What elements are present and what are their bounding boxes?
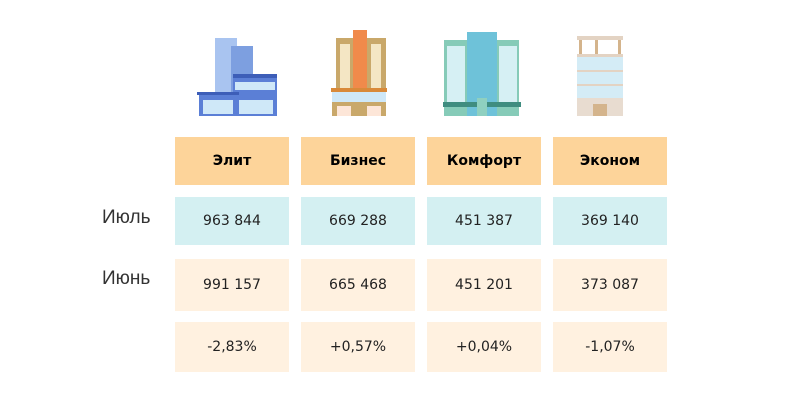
june-elite-cell: 991 157 (175, 259, 289, 311)
change-business-cell: +0,57% (301, 322, 415, 372)
change-elite-cell: -2,83% (175, 322, 289, 372)
header-elite: Элит (175, 137, 289, 185)
header-business: Бизнес (301, 137, 415, 185)
row-label-july: Июль (102, 207, 151, 228)
change-economy-cell: -1,07% (553, 322, 667, 372)
header-comfort: Комфорт (427, 137, 541, 185)
june-comfort-cell: 451 201 (427, 259, 541, 311)
june-economy-cell: 373 087 (553, 259, 667, 311)
row-label-june: Июнь (102, 268, 151, 289)
june-business-cell: 665 468 (301, 259, 415, 311)
july-elite-cell: 963 844 (175, 197, 289, 245)
building-comfort-icon (443, 32, 521, 116)
july-business-cell: 669 288 (301, 197, 415, 245)
change-comfort-cell: +0,04% (427, 322, 541, 372)
building-business-icon (331, 30, 387, 116)
building-economy-icon (577, 36, 623, 116)
july-comfort-cell: 451 387 (427, 197, 541, 245)
header-economy: Эконом (553, 137, 667, 185)
july-economy-cell: 369 140 (553, 197, 667, 245)
building-elite-icon (197, 38, 277, 116)
